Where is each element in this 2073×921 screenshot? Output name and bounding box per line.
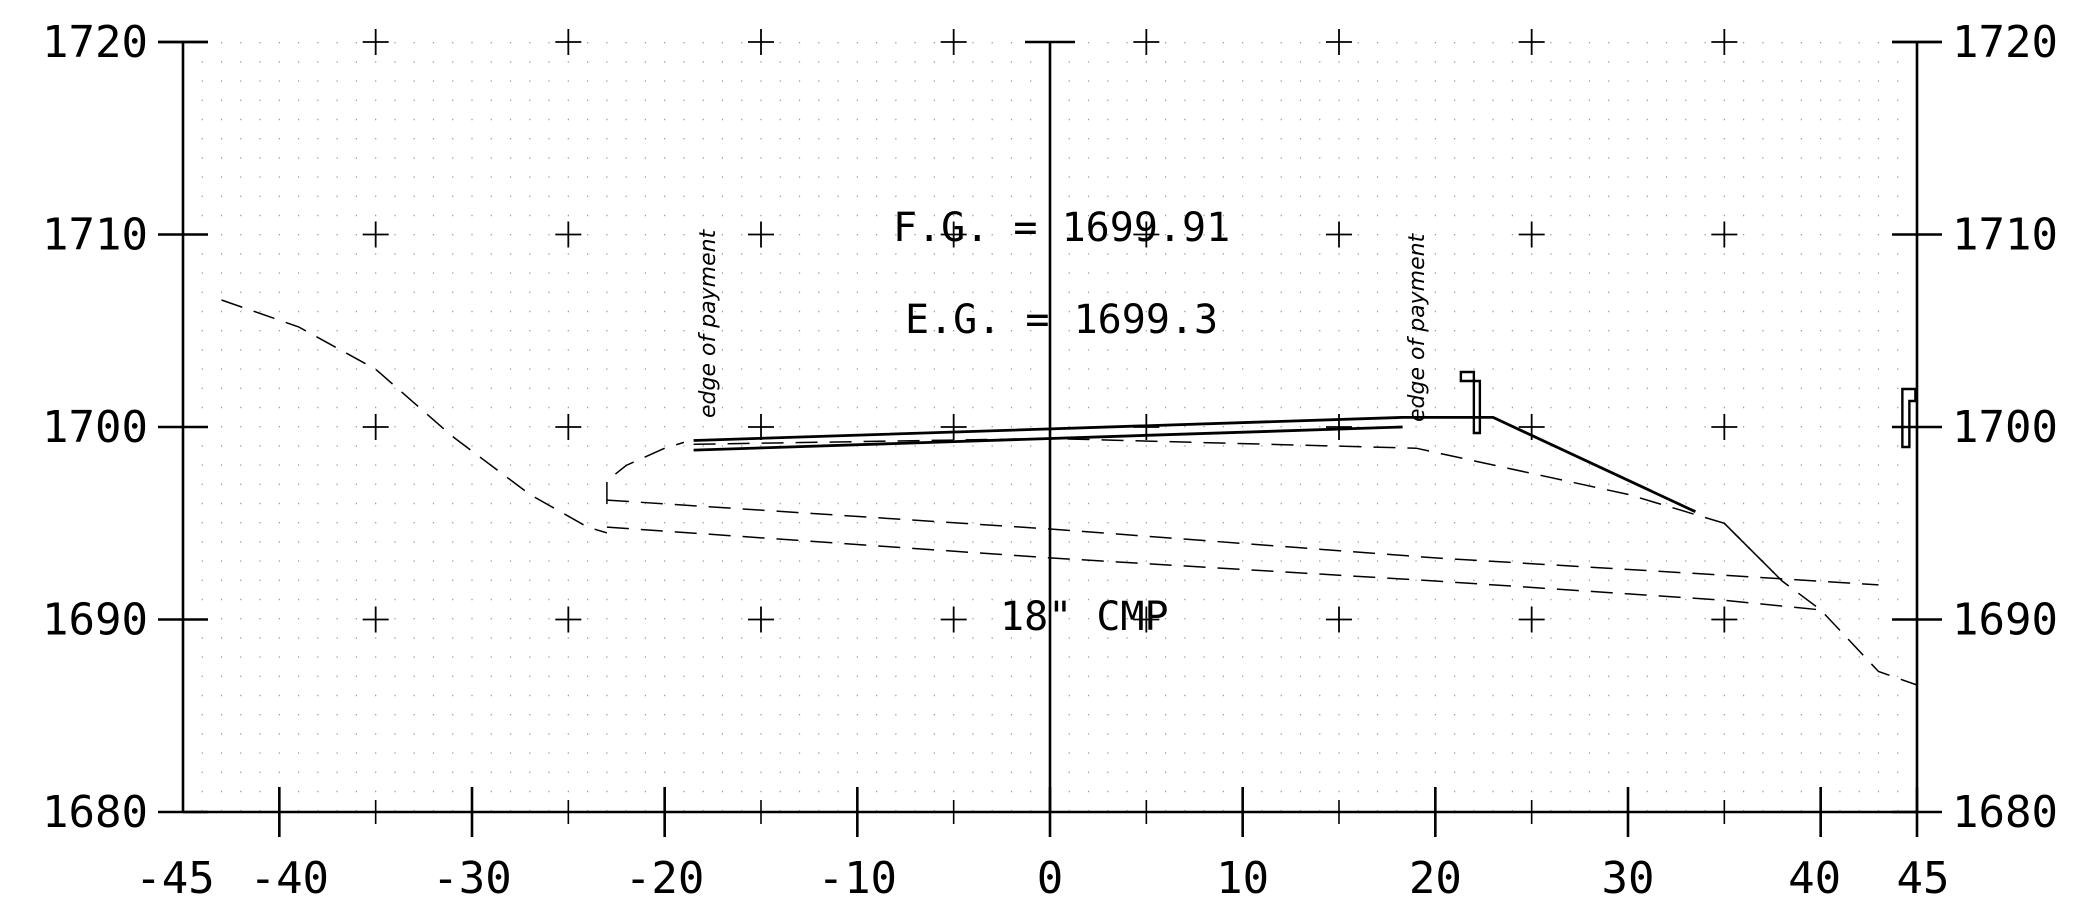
grid-cross-marker bbox=[362, 221, 389, 248]
x-tick-label: -20 bbox=[625, 853, 704, 904]
eg-annotation: E.G. = 1699.3 bbox=[905, 297, 1218, 343]
x-tick-label: 40 bbox=[1788, 853, 1841, 904]
grid-cross-marker bbox=[555, 221, 582, 248]
grid-cross-marker bbox=[1133, 221, 1160, 248]
grid-cross-marker bbox=[555, 29, 582, 55]
ground-or-pipe-line bbox=[1723, 522, 1918, 686]
grid-cross-marker bbox=[1326, 29, 1352, 55]
grid-cross-marker bbox=[1133, 29, 1160, 55]
plot-frame bbox=[158, 29, 1942, 837]
grid-cross-marker bbox=[748, 221, 774, 248]
y-tick-label-left: 1720 bbox=[42, 17, 148, 68]
x-tick-label: -30 bbox=[432, 853, 511, 904]
grid-cross-marker bbox=[940, 414, 967, 440]
x-tick-label: 30 bbox=[1602, 853, 1655, 904]
ground-or-pipe-line bbox=[606, 441, 685, 504]
grid-cross-marker bbox=[1518, 606, 1545, 633]
curb-marker bbox=[1459, 370, 1482, 435]
grid-cross-marker bbox=[1133, 606, 1160, 633]
inlet-marker bbox=[1901, 387, 1917, 449]
grid-cross-marker bbox=[940, 221, 967, 248]
grid-cross-marker bbox=[1326, 221, 1352, 248]
x-tick-label: 0 bbox=[1037, 853, 1064, 904]
ground-or-pipe-line bbox=[693, 437, 1783, 582]
x-tick-label: 10 bbox=[1216, 853, 1269, 904]
edge-label-right: edge of payment bbox=[1405, 232, 1430, 422]
grid-cross-marker bbox=[1711, 606, 1738, 633]
y-tick-label-left: 1690 bbox=[42, 595, 148, 646]
pipe-annotation: 18" CMP bbox=[1000, 594, 1169, 640]
y-tick-label-right: 1680 bbox=[1952, 787, 2058, 838]
y-tick-label-left: 1680 bbox=[42, 787, 148, 838]
y-tick-label-right: 1700 bbox=[1952, 402, 2058, 453]
x-tick-label: -40 bbox=[250, 853, 329, 904]
inlet-marker-right bbox=[1456, 411, 1471, 431]
x-tick-label: -10 bbox=[818, 853, 897, 904]
y-tick-label-right: 1690 bbox=[1952, 595, 2058, 646]
y-tick-label-left: 1700 bbox=[42, 402, 148, 453]
pavement-line bbox=[693, 415, 1696, 513]
grid-cross-marker bbox=[1711, 221, 1738, 248]
structure-markers bbox=[1456, 370, 1917, 449]
grid-cross-marker bbox=[555, 606, 582, 633]
y-tick-label-right: 1710 bbox=[1952, 210, 2058, 261]
grid-cross-marker bbox=[1711, 29, 1738, 55]
ground-or-pipe-line bbox=[606, 526, 1821, 611]
grid-cross-marker bbox=[1518, 29, 1545, 55]
ground-or-pipe-line bbox=[221, 299, 608, 534]
grid-cross-marker bbox=[362, 29, 389, 55]
y-tick-label-right: 1720 bbox=[1952, 17, 2058, 68]
grid-cross-marker bbox=[1711, 414, 1738, 440]
grid-cross-marker bbox=[1518, 221, 1545, 248]
grid-cross-marker bbox=[748, 414, 774, 440]
y-tick-label-left: 1710 bbox=[42, 210, 148, 261]
grid-cross-marker bbox=[940, 606, 967, 633]
grid-cross-marker bbox=[1326, 606, 1352, 633]
ground-or-pipe-line bbox=[606, 499, 1879, 586]
profile-lines bbox=[221, 299, 1918, 686]
edge-label-left: edge of payment bbox=[696, 228, 721, 418]
grid-cross-marker bbox=[748, 29, 774, 55]
grid-cross-marker bbox=[940, 29, 967, 55]
annotations: F.G. = 1699.91 E.G. = 1699.3 18" CMP edg… bbox=[696, 205, 1430, 640]
grid-cross-marker bbox=[748, 606, 774, 633]
grid-cross-marker bbox=[362, 606, 389, 633]
x-tick-label: 20 bbox=[1409, 853, 1462, 904]
x-tick-label: -45 bbox=[135, 853, 214, 904]
fg-annotation: F.G. = 1699.91 bbox=[893, 205, 1230, 251]
x-tick-label: 45 bbox=[1897, 853, 1950, 904]
grid-cross-marker bbox=[555, 414, 582, 440]
grid-cross-marker bbox=[362, 414, 389, 440]
